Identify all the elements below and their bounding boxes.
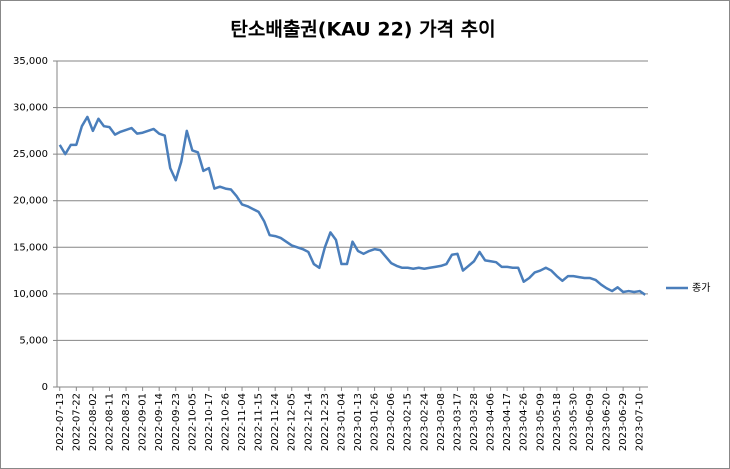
x-tick-label: 2022-10-26 — [220, 393, 231, 451]
y-tick-label: 10,000 — [13, 289, 48, 300]
x-tick-label: 2023-05-18 — [552, 393, 563, 451]
x-tick-label: 2022-11-15 — [254, 393, 265, 451]
y-tick-label: 35,000 — [13, 56, 48, 67]
x-tick-label: 2022-07-13 — [55, 393, 66, 451]
x-tick-label: 2023-02-06 — [386, 393, 397, 451]
x-tick-label: 2023-03-08 — [436, 393, 447, 451]
y-tick-label: 20,000 — [13, 196, 48, 207]
x-tick-label: 2022-11-04 — [237, 393, 248, 451]
x-tick-label: 2023-04-06 — [486, 393, 497, 451]
x-tick-label: 2023-07-10 — [635, 393, 646, 451]
y-tick-label: 0 — [42, 382, 48, 393]
x-tick-label: 2023-05-09 — [535, 393, 546, 451]
y-tick-label: 15,000 — [13, 242, 48, 253]
y-tick-label: 25,000 — [13, 149, 48, 160]
x-tick-label: 2022-07-22 — [71, 393, 82, 451]
x-tick-label: 2023-02-15 — [403, 393, 414, 451]
chart-title: 탄소배출권(KAU 22) 가격 추이 — [230, 19, 495, 41]
x-tick-label: 2023-04-17 — [502, 393, 513, 451]
legend-label: 종가 — [692, 282, 710, 294]
x-tick-label: 2022-09-01 — [138, 393, 149, 451]
x-tick-label: 2023-04-26 — [519, 393, 530, 451]
x-tick-label: 2022-08-23 — [121, 393, 132, 451]
x-tick-label: 2022-08-11 — [104, 393, 115, 451]
x-tick-label: 2023-03-17 — [452, 393, 463, 451]
y-tick-label: 30,000 — [13, 103, 48, 114]
x-tick-label: 2023-01-13 — [353, 393, 364, 451]
y-tick-label: 5,000 — [19, 335, 48, 346]
x-tick-label: 2022-09-14 — [154, 393, 165, 451]
x-tick-label: 2023-01-04 — [336, 393, 347, 451]
series-line — [58, 115, 646, 296]
x-tick-label: 2022-12-23 — [320, 393, 331, 451]
x-tick-label: 2022-08-02 — [88, 393, 99, 451]
x-tick-label: 2023-02-24 — [419, 393, 430, 451]
x-tick-label: 2023-06-29 — [618, 393, 629, 451]
x-tick-label: 2023-05-30 — [568, 393, 579, 451]
x-tick-label: 2023-06-20 — [602, 393, 613, 451]
x-tick-label: 2023-06-09 — [585, 393, 596, 451]
x-tick-label: 2022-10-05 — [187, 393, 198, 451]
x-tick-label: 2022-10-17 — [204, 393, 215, 451]
x-tick-label: 2022-12-14 — [303, 393, 314, 451]
x-tick-label: 2022-12-05 — [287, 393, 298, 451]
x-tick-label: 2022-11-24 — [270, 393, 281, 451]
x-tick-label: 2022-09-23 — [171, 393, 182, 451]
x-tick-label: 2023-03-28 — [469, 393, 480, 451]
x-tick-label: 2023-01-26 — [370, 393, 381, 451]
